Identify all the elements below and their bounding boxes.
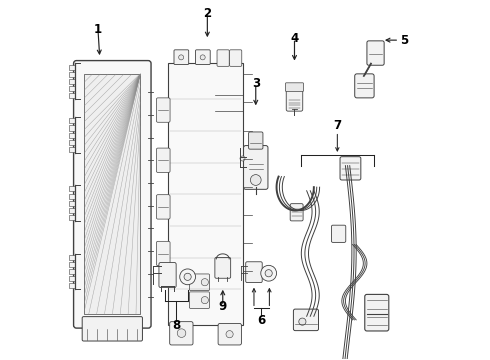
Bar [69,133,75,138]
FancyBboxPatch shape [215,257,231,278]
Text: 8: 8 [172,319,180,332]
Bar [69,269,75,274]
FancyBboxPatch shape [190,292,210,309]
Bar [84,74,140,315]
Text: 4: 4 [291,32,298,45]
Bar [69,208,75,213]
Circle shape [265,270,272,277]
Bar [69,79,75,84]
Bar [69,93,75,98]
FancyBboxPatch shape [74,60,151,328]
FancyBboxPatch shape [190,274,210,291]
Bar [69,64,75,69]
FancyBboxPatch shape [286,83,303,91]
FancyBboxPatch shape [156,241,170,266]
Bar [69,186,75,192]
Bar [69,215,75,220]
FancyBboxPatch shape [331,225,346,242]
Circle shape [180,269,196,285]
Circle shape [177,329,186,337]
FancyBboxPatch shape [156,148,170,172]
FancyBboxPatch shape [159,262,176,288]
Bar [69,126,75,131]
Circle shape [184,273,191,280]
Bar [69,86,75,91]
Bar [69,283,75,288]
FancyBboxPatch shape [217,50,229,66]
Bar [69,140,75,145]
FancyBboxPatch shape [174,50,189,64]
Circle shape [226,330,233,338]
Bar [168,63,243,325]
Bar [69,262,75,267]
Bar [69,72,75,77]
FancyBboxPatch shape [340,157,361,180]
Bar [69,276,75,281]
Circle shape [299,318,306,325]
FancyBboxPatch shape [244,145,268,189]
Circle shape [261,265,276,281]
Text: 5: 5 [400,33,409,47]
FancyBboxPatch shape [218,323,242,345]
FancyBboxPatch shape [230,50,242,66]
Text: 9: 9 [219,300,227,313]
FancyBboxPatch shape [170,321,193,345]
Text: 6: 6 [257,314,266,327]
Bar [69,194,75,199]
FancyBboxPatch shape [294,309,318,330]
FancyBboxPatch shape [82,317,143,341]
FancyBboxPatch shape [196,50,210,64]
FancyBboxPatch shape [156,98,170,122]
FancyBboxPatch shape [286,89,303,111]
FancyBboxPatch shape [248,132,263,149]
FancyBboxPatch shape [355,74,374,98]
Circle shape [201,297,208,304]
Text: 3: 3 [252,77,260,90]
FancyBboxPatch shape [290,204,303,221]
FancyBboxPatch shape [365,294,389,331]
FancyBboxPatch shape [245,262,262,283]
Circle shape [250,175,261,185]
Circle shape [201,279,208,286]
Text: 2: 2 [203,7,211,20]
Circle shape [179,55,184,60]
Circle shape [240,156,245,161]
Circle shape [200,55,205,60]
Text: 7: 7 [333,119,342,132]
Text: 1: 1 [94,23,102,36]
Bar [69,118,75,123]
Bar [69,201,75,206]
Bar [69,147,75,152]
FancyBboxPatch shape [367,41,384,65]
Bar [69,255,75,260]
FancyBboxPatch shape [156,195,170,219]
